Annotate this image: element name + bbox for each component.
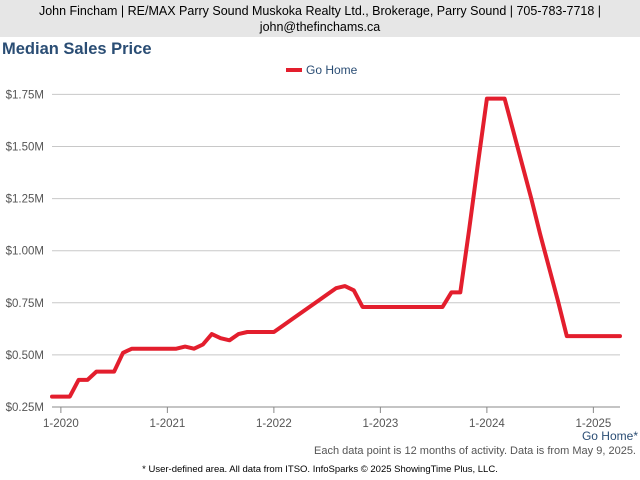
x-tick-label: 1-2025 (575, 418, 611, 430)
series-go-home[interactable] (50, 96, 622, 399)
broker-header: John Fincham | RE/MAX Parry Sound Muskok… (0, 0, 640, 37)
legend-label: Go Home (306, 63, 358, 77)
grid-lines (52, 93, 620, 408)
broker-contact: John Fincham | RE/MAX Parry Sound Muskok… (20, 3, 620, 35)
series-end-label: Go Home* (582, 429, 638, 443)
y-tick-label: $0.50M (6, 350, 44, 362)
x-tick-label: 1-2021 (149, 418, 185, 430)
data-note: Each data point is 12 months of activity… (313, 445, 636, 457)
y-tick-label: $0.25M (6, 402, 44, 414)
x-tick-label: 1-2022 (256, 418, 292, 430)
legend[interactable]: Go Home (286, 63, 358, 77)
y-tick-label: $1.50M (6, 142, 44, 154)
x-tick-label: 1-2023 (362, 418, 398, 430)
broker-contact-line1: John Fincham | RE/MAX Parry Sound Muskok… (38, 3, 602, 18)
y-tick-label: $0.75M (6, 298, 44, 310)
footer-credit: * User-defined area. All data from ITSO.… (142, 464, 498, 475)
y-axis-ticks: $0.25M $0.50M $0.75M $1.00M $1.25M $1.50M $1.7… (6, 89, 44, 414)
y-tick-label: $1.75M (6, 89, 44, 101)
y-tick-label: $1.00M (6, 246, 44, 258)
x-tick-label: 1-2024 (469, 418, 505, 430)
chart-title: Median Sales Price (2, 40, 152, 58)
series-line (50, 96, 622, 399)
x-axis-ticks: 1-2020 1-2021 1-2022 1-2023 1-2024 1-2025 (43, 407, 611, 430)
broker-contact-line2: john@thefinchams.ca (259, 19, 381, 34)
x-tick-label: 1-2020 (43, 418, 79, 430)
y-tick-label: $1.25M (6, 194, 44, 206)
